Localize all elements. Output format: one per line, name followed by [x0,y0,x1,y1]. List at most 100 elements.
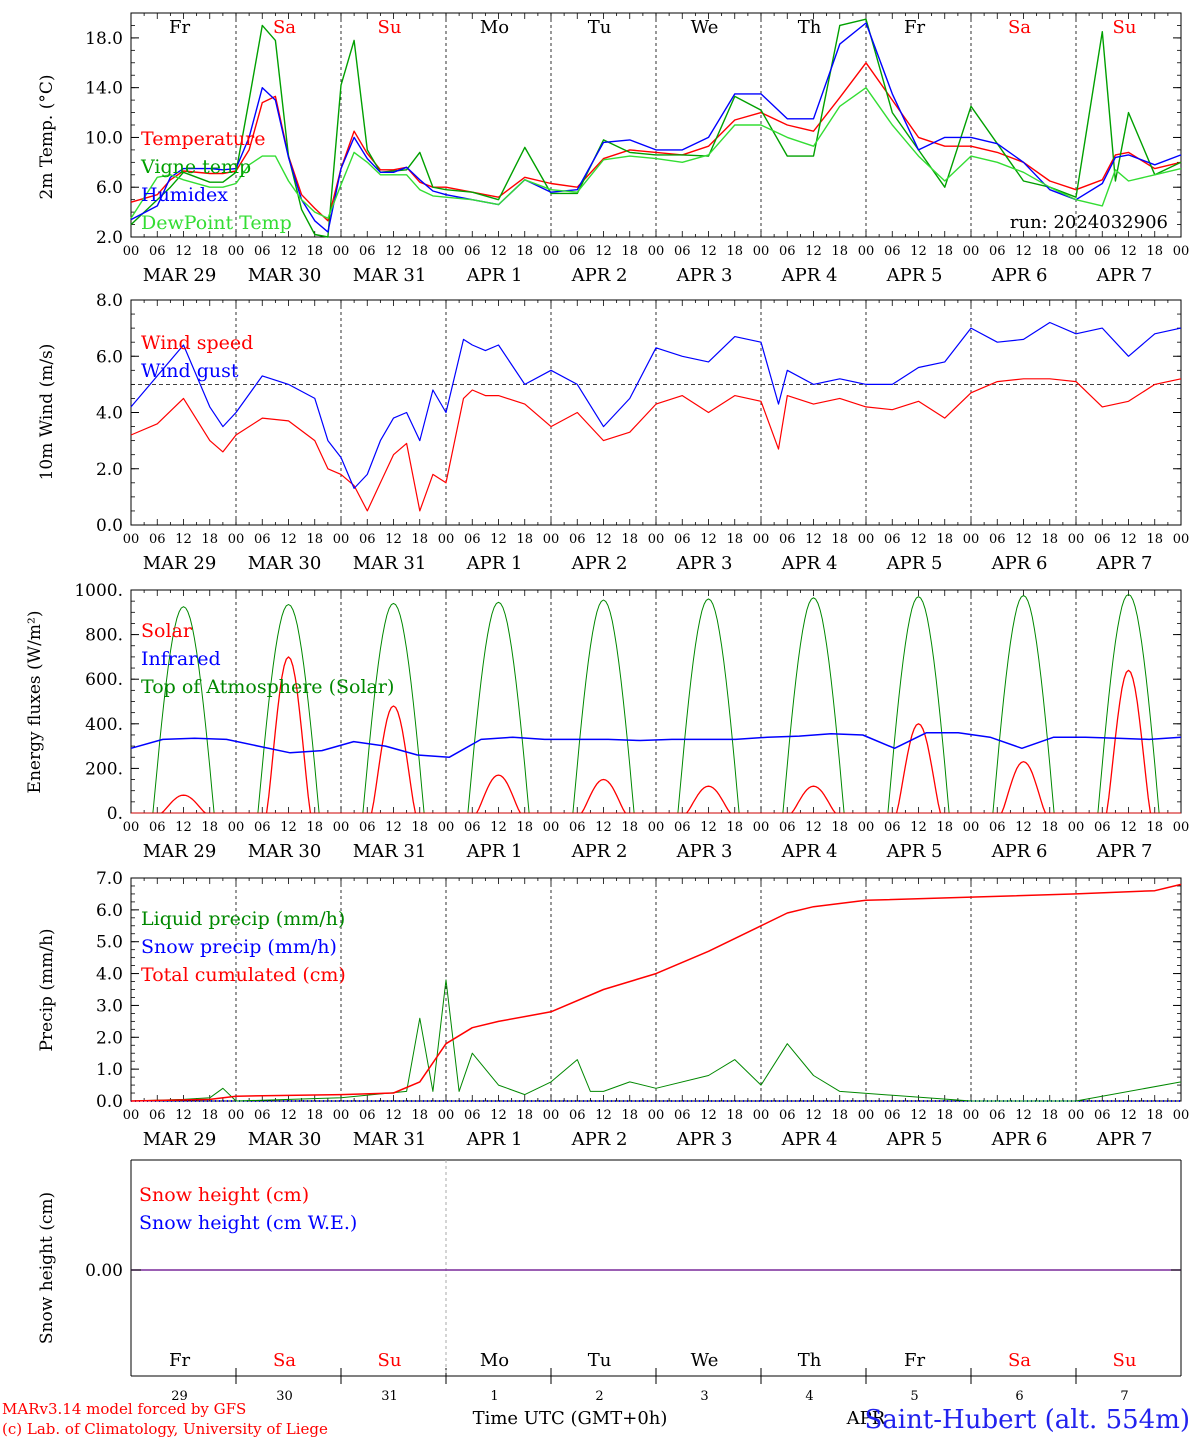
hour-tick-label: 18 [936,244,953,259]
weekday-label: Tu [588,17,612,38]
hour-tick-label: 06 [149,820,166,835]
hour-tick-label: 00 [438,532,455,547]
y-tick-label: 8.0 [96,291,123,311]
hour-tick-label: 00 [963,532,980,547]
hour-tick-label: 12 [595,1108,612,1123]
hour-tick-label: 06 [359,532,376,547]
month-label: APR [846,1408,886,1429]
date-label: APR 5 [886,265,943,286]
weekday-label: Su [1113,1350,1137,1371]
hour-tick-label: 00 [648,820,665,835]
y-tick-label: 4.0 [96,404,123,424]
hour-tick-label: 00 [333,1108,350,1123]
plot-frame [130,589,1182,814]
hour-tick-label: 18 [831,244,848,259]
hour-tick-label: 12 [490,532,507,547]
hour-tick-label: 06 [884,820,901,835]
station-label: Saint-Hubert (alt. 554m) [864,1405,1190,1435]
date-label: MAR 29 [143,265,217,286]
date-label: MAR 30 [248,1129,322,1150]
hour-tick-label: 12 [280,1108,297,1123]
date-label: APR 6 [991,841,1048,862]
hour-tick-label: 00 [438,1108,455,1123]
toa-arc [152,606,215,814]
hour-tick-label: 12 [175,820,192,835]
day-number-label: 3 [700,1389,708,1404]
hour-tick-label: 06 [254,244,271,259]
y-tick-label: 14.0 [85,79,123,99]
hour-tick-label: 06 [464,1108,481,1123]
legend-entry: Top of Atmosphere (Solar) [141,676,394,698]
hour-tick-label: 18 [411,820,428,835]
panel-4: 0.0 1.0 2.0 3.0 4.0 5.0 6.0 7.0 Precip (mm/h) Liq… [37,869,1189,1150]
hour-tick-label: 12 [700,532,717,547]
date-label: APR 7 [1096,1129,1153,1150]
hour-tick-label: 18 [201,532,218,547]
hour-tick-label: 12 [910,532,927,547]
hour-tick-label: 12 [1120,820,1137,835]
hour-tick-label: 12 [490,1108,507,1123]
day-number-label: 7 [1120,1389,1128,1404]
date-label: APR 1 [466,1129,523,1150]
date-label: MAR 31 [353,265,427,286]
hour-tick-label: 06 [359,820,376,835]
hour-tick-label: 00 [228,1108,245,1123]
hour-tick-label: 18 [1041,820,1058,835]
hour-tick-label: 06 [779,820,796,835]
hour-tick-label: 06 [1094,1108,1111,1123]
hour-tick-label: 12 [910,1108,927,1123]
hour-tick-label: 18 [516,820,533,835]
hour-tick-label: 00 [228,820,245,835]
y-axis-label: Snow height (cm) [37,1192,57,1344]
y-tick-label: 6.0 [96,901,123,921]
weekday-label: Th [798,1350,822,1371]
panel-5: 0.00 Snow height (cm) Snow height (cm) Snow… [37,1159,1182,1404]
solar-arc [370,705,417,814]
date-label: APR 1 [466,841,523,862]
hour-tick-label: 00 [333,532,350,547]
y-tick-label: 2.0 [96,1028,123,1048]
hour-tick-label: 00 [753,532,770,547]
y-tick-label: 0.00 [85,1261,123,1281]
hour-tick-label: 00 [648,1108,665,1123]
weekday-label: Mo [480,1350,509,1371]
hour-tick-label: 12 [280,244,297,259]
y-axis-label: 10m Wind (m/s) [37,344,57,481]
hour-tick-label: 06 [779,532,796,547]
weekday-label: Tu [588,1350,612,1371]
y-tick-label: 18.0 [85,29,123,49]
legend-entry: Snow height (cm) [139,1184,309,1206]
hour-tick-label: 18 [726,532,743,547]
hour-tick-label: 06 [464,244,481,259]
hour-tick-label: 06 [569,532,586,547]
hour-tick-label: 00 [1173,820,1190,835]
date-label: APR 5 [886,553,943,574]
date-label: MAR 30 [248,265,322,286]
weekday-label: Sa [273,17,296,38]
hour-tick-label: 18 [831,1108,848,1123]
hour-tick-label: 12 [280,820,297,835]
panel-3: 0. 200. 400. 600. 800. 1000. Energy fluxes (W/… [25,581,1189,862]
hour-tick-label: 00 [963,244,980,259]
hour-tick-label: 00 [963,1108,980,1123]
hour-tick-label: 06 [569,820,586,835]
hour-tick-label: 06 [779,244,796,259]
hour-tick-label: 00 [438,244,455,259]
day-number-label: 5 [910,1389,918,1404]
hour-tick-label: 18 [936,1108,953,1123]
hour-tick-label: 12 [595,820,612,835]
hour-tick-label: 12 [700,820,717,835]
toa-arc [887,596,950,814]
hour-tick-label: 00 [1068,1108,1085,1123]
hour-tick-label: 00 [1173,532,1190,547]
hour-tick-label: 00 [123,820,140,835]
hour-tick-label: 00 [438,820,455,835]
hour-tick-label: 18 [306,820,323,835]
hour-tick-label: 00 [858,532,875,547]
y-tick-label: 200. [85,759,123,779]
hour-tick-label: 12 [385,820,402,835]
series-line [130,18,1182,238]
legend-entry: Humidex [141,184,228,206]
hour-tick-label: 06 [1094,532,1111,547]
